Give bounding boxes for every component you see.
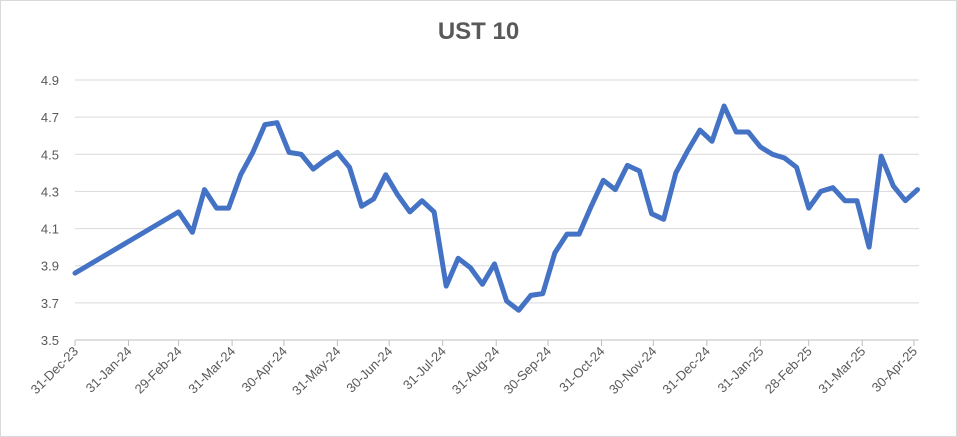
y-tick-label: 4.1 [41,222,59,237]
x-tick-label: 30-Apr-25 [869,344,920,395]
x-tick-label: 31-Aug-24 [449,344,503,398]
x-tick-label: 31-Oct-24 [556,344,607,395]
x-tick-label: 31-Dec-24 [659,344,713,398]
chart-title: UST 10 [437,18,520,45]
y-tick-label: 4.7 [41,110,59,125]
x-tick-label: 31-Dec-23 [28,344,82,398]
x-tick-label: 28-Feb-25 [762,344,815,397]
y-tick-label: 4.5 [41,147,59,162]
x-tick-label: 30-Sep-24 [501,344,555,398]
y-tick-label: 3.5 [41,333,59,348]
x-tick-label: 31-Mar-25 [815,344,868,397]
x-tick-label: 30-Jun-24 [343,344,395,396]
y-axis-ticks: 3.5 3.7 3.9 4.1 4.3 4.5 4.7 4.9 [41,73,59,348]
x-tick-label: 30-Nov-24 [606,344,660,398]
x-tick-label: 29-Feb-24 [132,344,185,397]
x-tick-label: 31-Jul-24 [400,344,449,393]
x-tick-label: 30-Apr-24 [239,344,290,395]
series-line [72,103,920,313]
y-tick-label: 4.9 [41,73,59,88]
x-tick-label: 31-Mar-24 [185,344,238,397]
gridlines [75,79,919,341]
y-tick-label: 4.3 [41,184,59,199]
y-tick-label: 3.9 [41,259,59,274]
x-tick-label: 31-Jan-25 [714,344,766,396]
x-tick-label: 31-May-24 [289,344,344,399]
x-tick-label: 31-Jan-24 [83,344,135,396]
y-tick-label: 3.7 [41,296,59,311]
plot-series [72,103,920,313]
